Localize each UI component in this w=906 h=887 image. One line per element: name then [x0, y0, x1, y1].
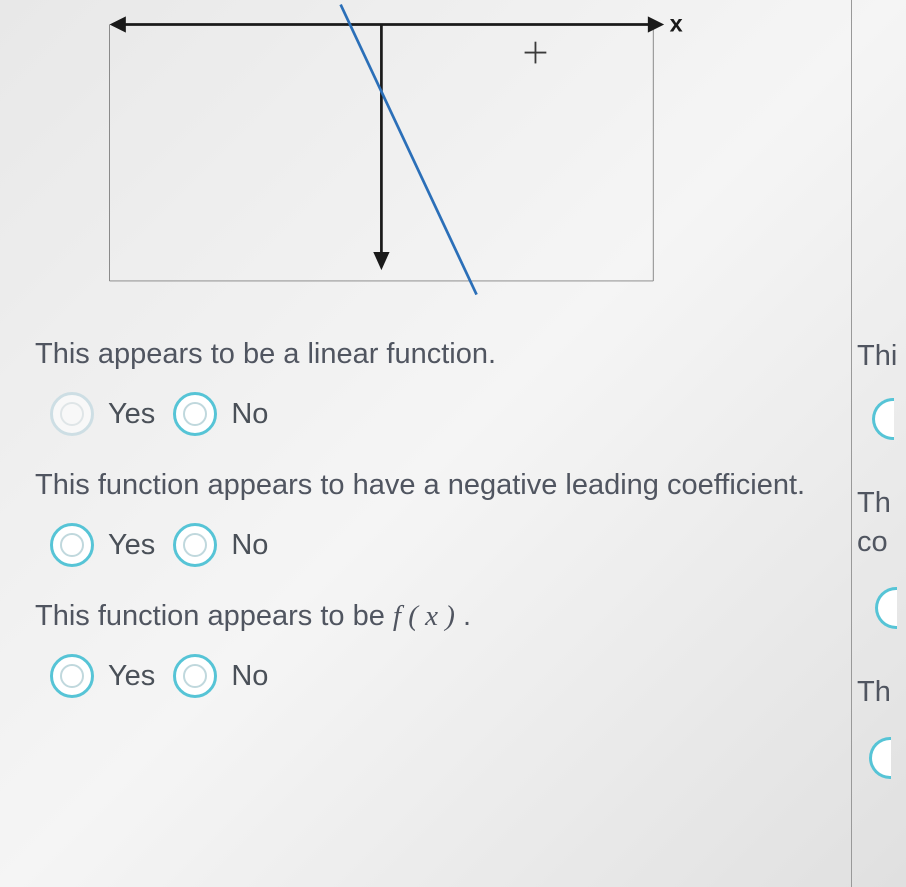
- peek-radio-1: [872, 398, 901, 440]
- radio-icon: [50, 523, 94, 567]
- fx-notation: f ( x ): [393, 600, 455, 632]
- radio-icon: [50, 392, 94, 436]
- question-3: This function appears to be f ( x ) . Ye…: [35, 597, 831, 698]
- q2-yes-option[interactable]: Yes: [50, 523, 155, 567]
- plus-marker-icon: [525, 42, 547, 64]
- main-question-column: x This appears to be a linear function.: [0, 0, 851, 887]
- radio-icon: [173, 523, 217, 567]
- question-1: This appears to be a linear function. Ye…: [35, 335, 831, 436]
- q2-no-option[interactable]: No: [173, 523, 268, 567]
- peek-question-1: Thi: [857, 340, 901, 373]
- peek-question-2a: Th: [857, 487, 901, 520]
- peek-question-2b: co: [857, 526, 901, 559]
- question-2: This function appears to have a negative…: [35, 466, 831, 567]
- radio-label: Yes: [108, 660, 155, 693]
- radio-icon: [50, 654, 94, 698]
- question-3-text: This function appears to be f ( x ) .: [35, 597, 831, 636]
- question-1-text: This appears to be a linear function.: [35, 335, 831, 374]
- radio-label: Yes: [108, 529, 155, 562]
- x-axis-label: x: [670, 11, 683, 37]
- q1-no-option[interactable]: No: [173, 392, 268, 436]
- question-2-options: Yes No: [35, 523, 831, 567]
- q1-yes-option[interactable]: Yes: [50, 392, 155, 436]
- radio-label: No: [231, 529, 268, 562]
- radio-icon: [173, 654, 217, 698]
- radio-label: No: [231, 398, 268, 431]
- q3-no-option[interactable]: No: [173, 654, 268, 698]
- function-graph: x: [95, 0, 695, 290]
- graph-container: x: [95, 0, 831, 295]
- q3-prefix: This function appears to be: [35, 600, 393, 632]
- q3-yes-option[interactable]: Yes: [50, 654, 155, 698]
- peek-radio-3: [869, 737, 901, 779]
- peek-radio-2: [875, 587, 901, 629]
- question-2-text: This function appears to have a negative…: [35, 466, 831, 505]
- radio-label: No: [231, 660, 268, 693]
- peek-question-3: Th: [857, 676, 901, 709]
- q3-suffix: .: [455, 600, 471, 632]
- question-1-options: Yes No: [35, 392, 831, 436]
- radio-icon: [173, 392, 217, 436]
- question-3-options: Yes No: [35, 654, 831, 698]
- radio-label: Yes: [108, 398, 155, 431]
- right-peek-column: Thi Th co Th: [851, 0, 906, 887]
